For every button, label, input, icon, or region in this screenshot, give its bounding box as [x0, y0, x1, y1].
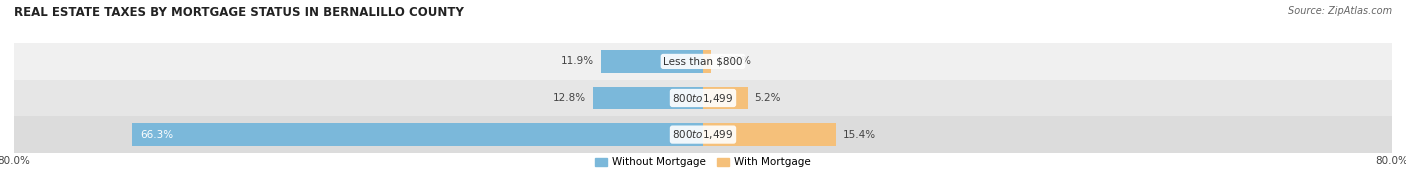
Text: 66.3%: 66.3% [141, 130, 174, 140]
Text: 0.97%: 0.97% [718, 56, 751, 66]
Bar [703, 50, 711, 73]
Text: $800 to $1,499: $800 to $1,499 [672, 92, 734, 104]
Bar [703, 87, 748, 109]
Text: Source: ZipAtlas.com: Source: ZipAtlas.com [1288, 6, 1392, 16]
Text: 15.4%: 15.4% [842, 130, 876, 140]
Bar [14, 116, 1392, 153]
Bar [14, 80, 1392, 116]
Text: 12.8%: 12.8% [553, 93, 586, 103]
Bar [14, 43, 1392, 80]
Text: 11.9%: 11.9% [561, 56, 593, 66]
Text: Less than $800: Less than $800 [664, 56, 742, 66]
Bar [703, 123, 835, 146]
Legend: Without Mortgage, With Mortgage: Without Mortgage, With Mortgage [595, 157, 811, 167]
Text: 5.2%: 5.2% [755, 93, 782, 103]
Bar [600, 50, 703, 73]
Text: REAL ESTATE TAXES BY MORTGAGE STATUS IN BERNALILLO COUNTY: REAL ESTATE TAXES BY MORTGAGE STATUS IN … [14, 6, 464, 19]
Text: $800 to $1,499: $800 to $1,499 [672, 128, 734, 141]
Bar [593, 87, 703, 109]
Bar [132, 123, 703, 146]
